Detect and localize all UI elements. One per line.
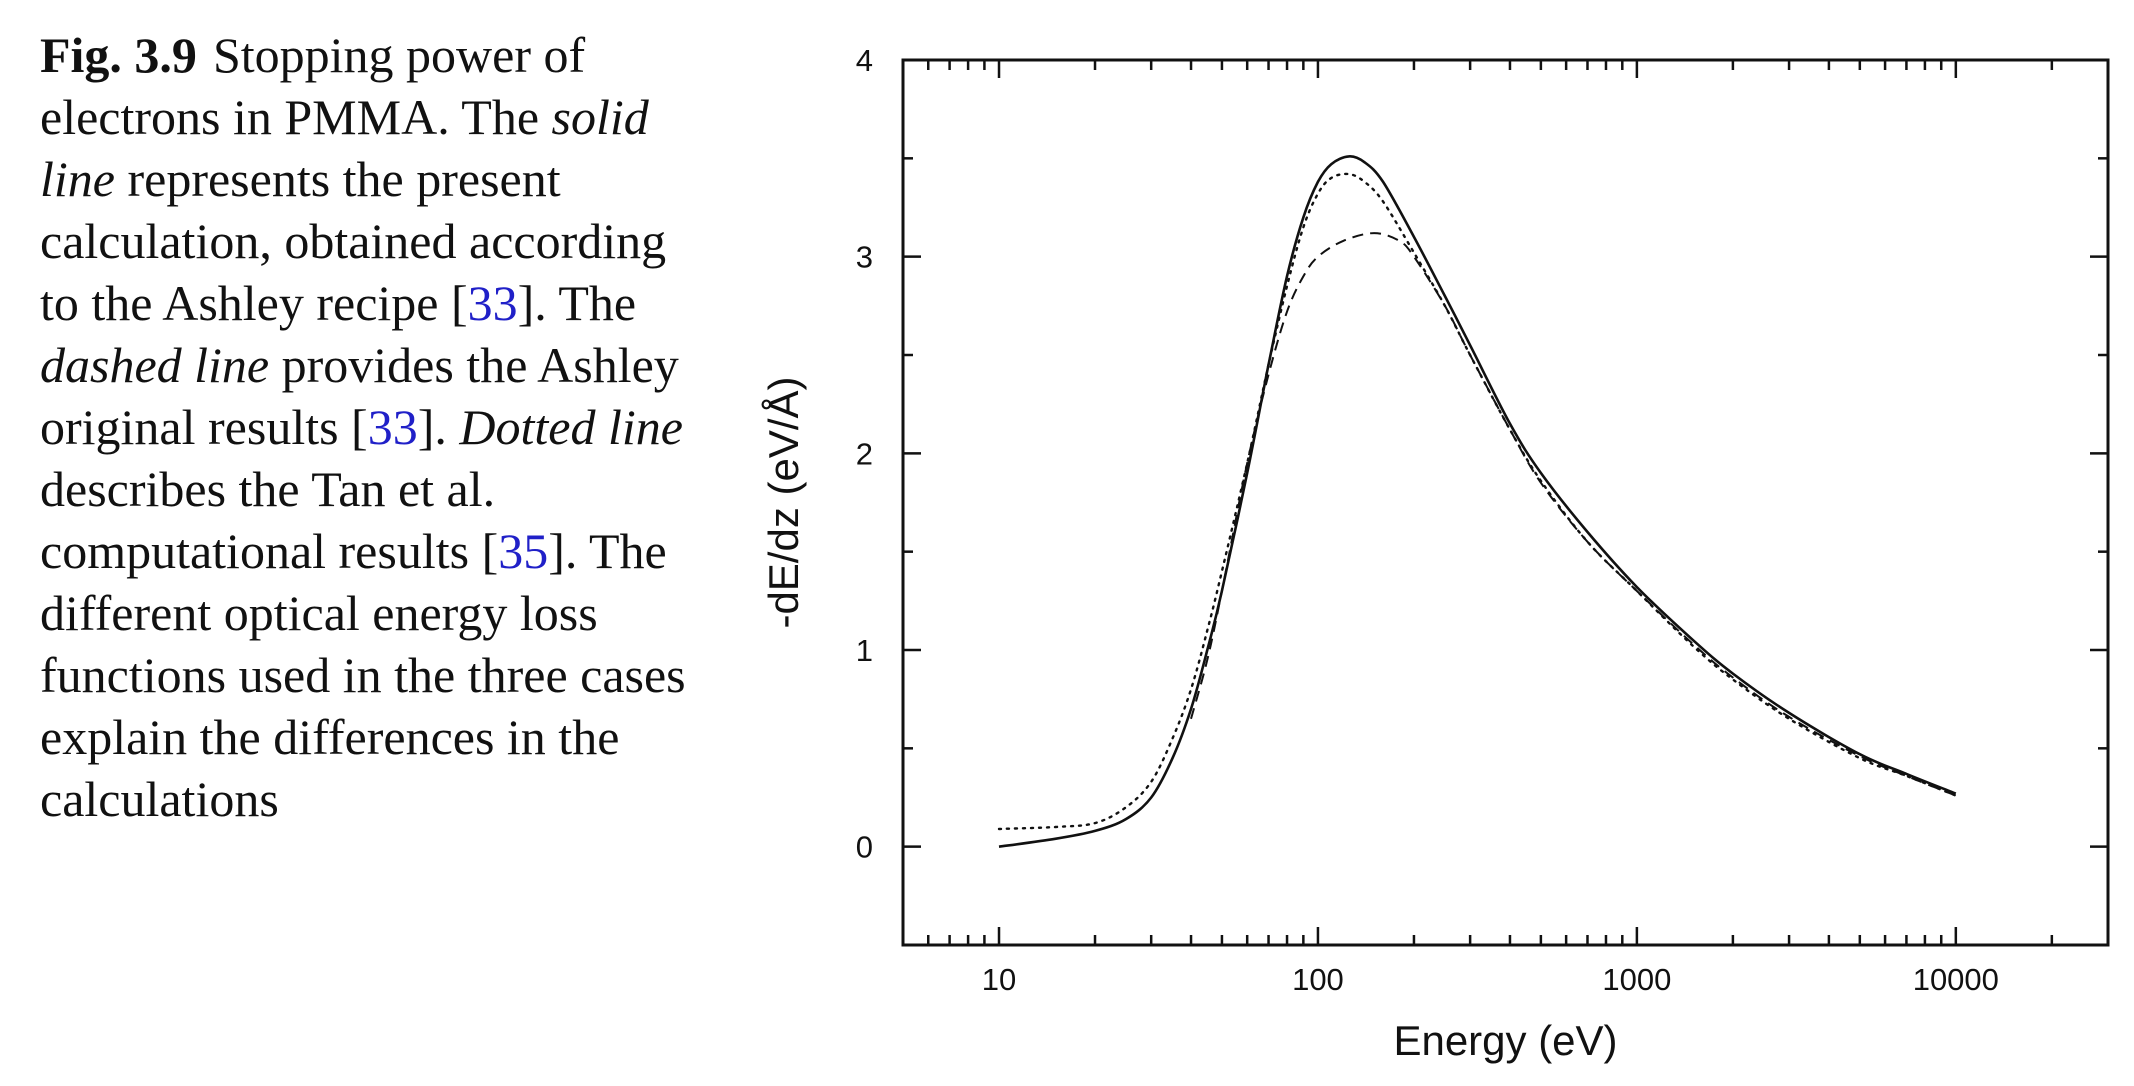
caption-text: Stopping power of electrons in PMMA. The (40, 27, 586, 145)
citation-link[interactable]: 35 (498, 523, 549, 579)
x-tick-label: 1000 (1602, 962, 1671, 997)
y-tick-label: 0 (856, 830, 873, 865)
y-tick-label: 2 (856, 436, 873, 471)
y-tick-label: 3 (856, 240, 873, 275)
dashed-series-line (1190, 232, 1957, 797)
data-series (997, 155, 1957, 848)
caption-text: represents the present calculation, obta… (40, 151, 667, 331)
axis-ticks: 10 100 1000 10000 0 1 2 3 4 (856, 43, 2110, 997)
caption-text: ]. (417, 399, 460, 455)
y-axis-title: -dE/dz (eV/Å) (760, 376, 807, 628)
citation-link[interactable]: 33 (367, 399, 418, 455)
x-tick-label: 10 (982, 962, 1016, 997)
x-axis-title: Energy (eV) (1393, 1017, 1617, 1064)
figure-label: Fig. 3.9 (40, 27, 197, 83)
caption-text: provides the Ashley original results [ (40, 337, 679, 455)
caption-solid-line: solid line (40, 89, 649, 207)
y-tick-label: 4 (856, 43, 873, 78)
citation-link[interactable]: 33 (467, 275, 518, 331)
figure-caption: Fig. 3.9 Stopping power of electrons in P… (40, 24, 690, 830)
caption-text: ]. The (517, 275, 637, 331)
solid-series-line (998, 155, 1957, 848)
y-tick-label: 1 (856, 633, 873, 668)
dotted-series-line (997, 172, 1957, 831)
plot-frame (901, 58, 2110, 947)
caption-text: describes the Tan et al. computational r… (40, 461, 499, 579)
x-tick-label: 10000 (1913, 962, 1999, 997)
caption-text: ]. The different optical energy loss fun… (40, 523, 686, 827)
x-tick-label: 100 (1292, 962, 1344, 997)
caption-dotted-line: Dotted line (459, 399, 683, 455)
caption-dashed-line: dashed line (40, 337, 270, 393)
